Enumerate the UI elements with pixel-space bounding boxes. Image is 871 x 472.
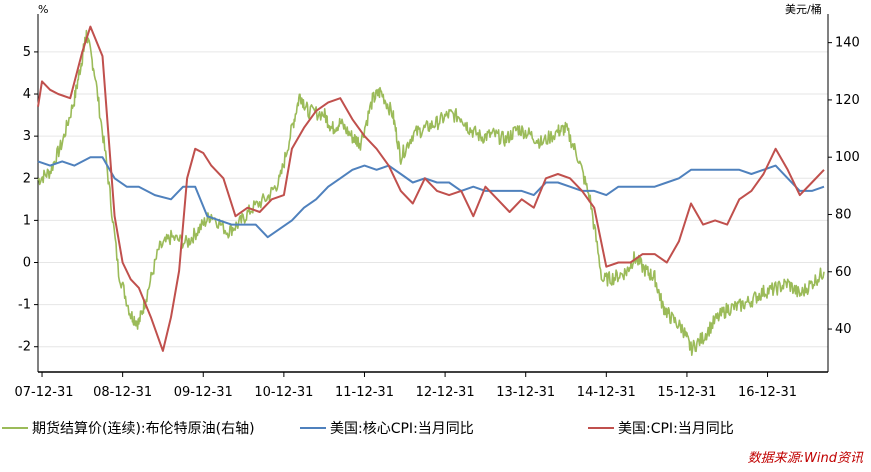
x-tick-label-1: 08-12-31 [93, 385, 152, 400]
legend-swatch-brent [2, 427, 28, 429]
left-tick-label-4: 2 [23, 171, 31, 186]
x-tick-label-3: 10-12-31 [254, 385, 313, 400]
series-line-cpi [37, 25, 825, 352]
left-tick-label-6: 4 [23, 87, 31, 102]
x-tick-label-5: 12-12-31 [416, 385, 475, 400]
right-tick-label-1: 60 [835, 265, 852, 280]
legend-item-brent: 期货结算价(连续):布伦特原油(右轴) [2, 418, 255, 438]
series-line-brent [37, 29, 825, 356]
right-tick-label-5: 140 [835, 36, 860, 51]
left-tick-label-2: 0 [23, 255, 31, 270]
legend-item-cpi: 美国:CPI:当月同比 [588, 418, 734, 438]
legend-label-core-cpi: 美国:核心CPI:当月同比 [330, 421, 474, 437]
left-axis-unit: % [38, 3, 48, 16]
axes: -2 -1 0 1 2 3 4 5 40 60 80 100 120 140 07-12-31 08-12-3… [15, 14, 860, 400]
chart: -2 -1 0 1 2 3 4 5 40 60 80 100 120 140 07-12-31 08-12-3… [15, 2, 860, 400]
right-axis-unit: 美元/桶 [785, 2, 822, 16]
left-tick-label-1: -1 [18, 298, 31, 313]
x-tick-label-8: 15-12-31 [657, 385, 716, 400]
legend: 期货结算价(连续):布伦特原油(右轴) 美国:核心CPI:当月同比 美国:CPI… [0, 418, 871, 442]
series-line-core-cpi [37, 156, 825, 239]
x-tick-label-6: 13-12-31 [496, 385, 555, 400]
data-source: 数据来源:Wind资讯 [747, 451, 863, 466]
right-tick-label-0: 40 [835, 322, 852, 337]
x-tick-label-0: 07-12-31 [15, 385, 74, 400]
legend-swatch-cpi [588, 427, 614, 429]
grid-lines [38, 51, 828, 348]
x-tick-label-2: 09-12-31 [174, 385, 233, 400]
left-tick-label-0: -2 [18, 340, 31, 355]
right-tick-label-4: 120 [835, 93, 860, 108]
series-lines [37, 25, 825, 356]
left-tick-label-3: 1 [23, 213, 31, 228]
left-tick-label-7: 5 [23, 45, 31, 60]
right-tick-label-2: 80 [835, 207, 852, 222]
legend-label-cpi: 美国:CPI:当月同比 [618, 421, 734, 437]
x-tick-label-4: 11-12-31 [335, 385, 394, 400]
legend-item-core-cpi: 美国:核心CPI:当月同比 [300, 418, 474, 438]
legend-label-brent: 期货结算价(连续):布伦特原油(右轴) [32, 421, 255, 437]
legend-swatch-core-cpi [300, 427, 326, 429]
x-tick-label-9: 16-12-31 [738, 385, 797, 400]
left-tick-label-5: 3 [23, 129, 31, 144]
x-tick-label-7: 14-12-31 [577, 385, 636, 400]
right-tick-label-3: 100 [835, 150, 860, 165]
